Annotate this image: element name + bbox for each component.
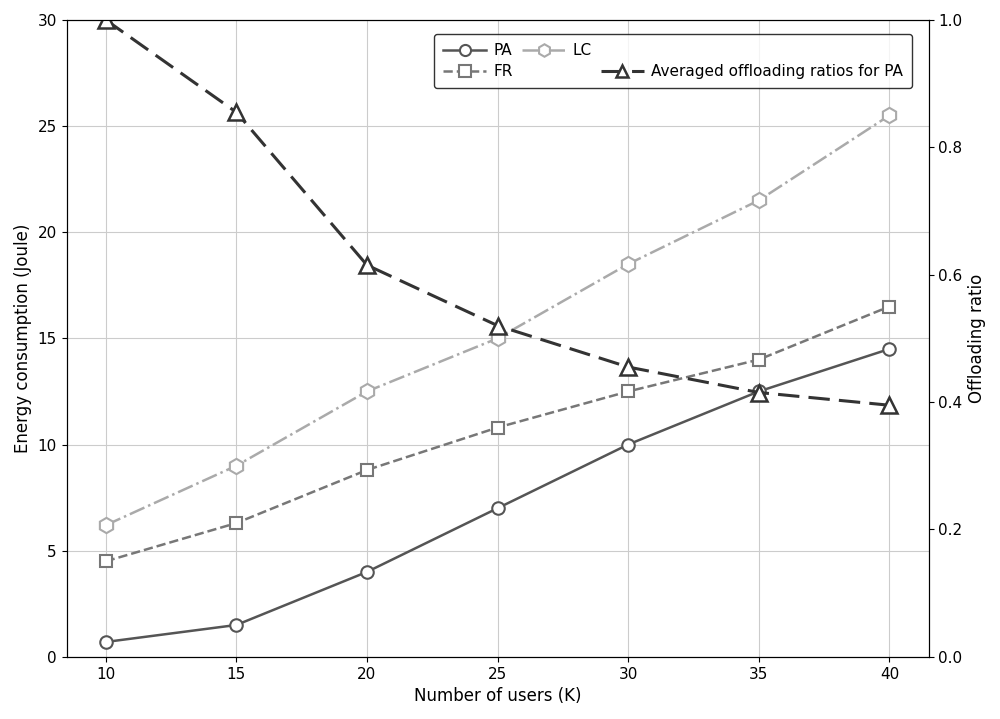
Y-axis label: Energy consumption (Joule): Energy consumption (Joule) (14, 224, 32, 453)
Y-axis label: Offloading ratio: Offloading ratio (968, 274, 986, 403)
X-axis label: Number of users (K): Number of users (K) (414, 687, 581, 705)
Legend: PA, FR, LC,  ,  , Averaged offloading ratios for PA: PA, FR, LC, , , Averaged offloading rati… (434, 34, 912, 88)
